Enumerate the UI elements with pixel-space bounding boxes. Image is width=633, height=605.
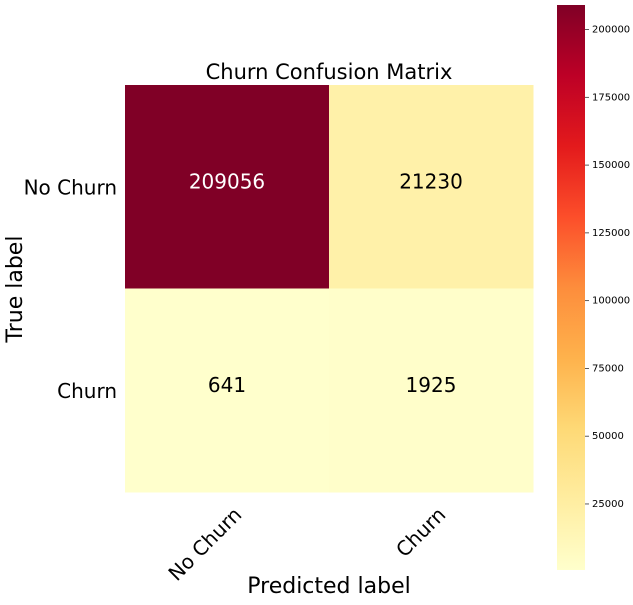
y-axis-label: True label <box>3 236 28 344</box>
colorbar-tick-label: 150000 <box>592 160 630 171</box>
heatmap-cell <box>329 85 534 289</box>
colorbar-tick-label: 125000 <box>592 228 630 239</box>
colorbar-tick-label: 200000 <box>592 25 630 36</box>
colorbar-tick-label: 75000 <box>592 363 624 374</box>
x-axis-label: Predicted label <box>247 574 410 599</box>
colorbar-tick-label: 100000 <box>592 296 630 307</box>
cell-label: 209056 <box>189 169 265 193</box>
x-tick-label: Churn <box>391 502 450 561</box>
cell-label: 21230 <box>399 169 463 193</box>
heatmap-cell <box>329 288 534 493</box>
heatmap-cell <box>125 288 330 493</box>
colorbar-tick-label: 50000 <box>592 431 624 442</box>
colorbar-tick-label: 175000 <box>592 92 630 103</box>
y-tick-label: Churn <box>57 379 117 403</box>
heatmap-cell <box>125 85 330 289</box>
chart-title: Churn Confusion Matrix <box>206 60 453 84</box>
y-tick-label: No Churn <box>24 175 117 199</box>
cell-label: 1925 <box>406 373 457 397</box>
cell-label: 641 <box>208 373 246 397</box>
x-tick-label: No Churn <box>163 502 246 585</box>
colorbar-tick-label: 25000 <box>592 499 624 510</box>
colorbar <box>557 5 585 570</box>
